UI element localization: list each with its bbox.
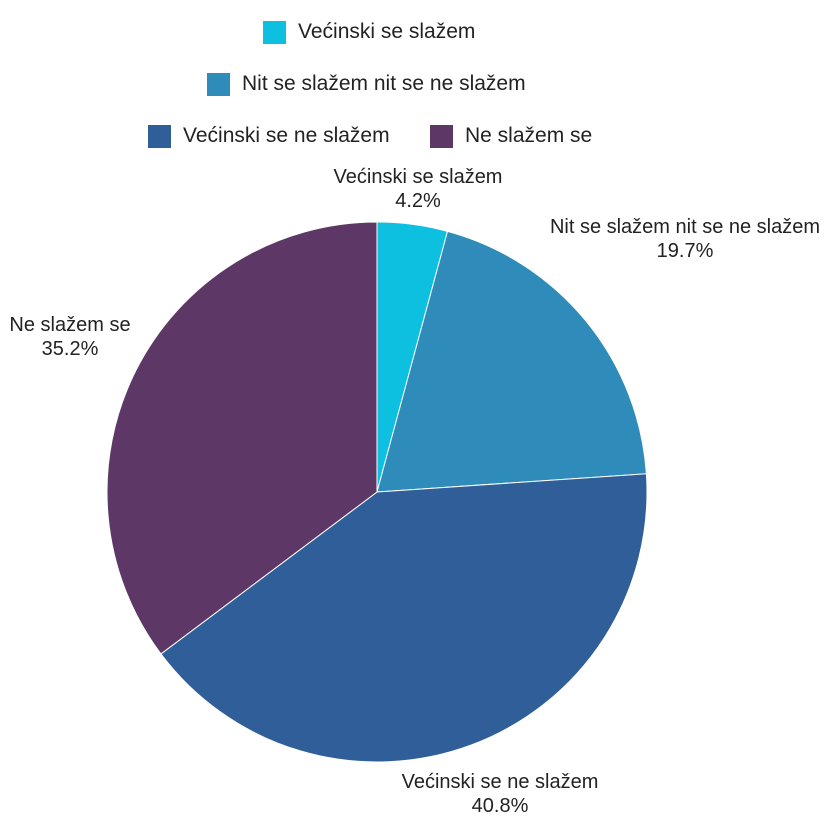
legend-swatch (430, 124, 453, 148)
slice-value: 4.2% (395, 190, 441, 212)
pie-slice-2 (160, 473, 648, 763)
pie-slice-3 (106, 221, 378, 655)
legend-swatch (148, 124, 171, 148)
slice-category: Ne slažem se (9, 314, 131, 336)
legend-label: Ne slažem se (465, 124, 593, 147)
slice-value: 19.7% (656, 240, 714, 262)
legend-item-nit-se-slazem: Nit se slažem nit se ne slažem (207, 72, 526, 96)
pie-slice-1 (376, 230, 647, 493)
slice-label-ne-slazem-se: Ne slažem se 35.2% (0, 313, 140, 361)
legend-swatch (263, 20, 286, 44)
legend-item-ne-slazem-se: Ne slažem se (430, 124, 592, 148)
slice-label-nit-se-slazem: Nit se slažem nit se ne slažem 19.7% (535, 215, 835, 263)
slice-category: Nit se slažem nit se ne slažem (549, 216, 821, 238)
slice-label-vecinski-se-ne-slazem: Većinski se ne slažem 40.8% (360, 770, 640, 818)
slice-category: Većinski se ne slažem (401, 771, 599, 793)
slice-value: 40.8% (471, 795, 529, 817)
slice-value: 35.2% (41, 338, 99, 360)
legend-label: Nit se slažem nit se ne slažem (242, 72, 526, 95)
legend-item-vecinski-se-ne-slazem: Većinski se ne slažem (148, 124, 390, 148)
slice-category: Većinski se slažem (333, 166, 503, 188)
legend-swatch (207, 72, 230, 96)
legend-item-vecinski-se-slazem: Većinski se slažem (263, 20, 475, 44)
slice-label-vecinski-se-slazem: Većinski se slažem 4.2% (318, 165, 518, 213)
legend-label: Većinski se slažem (298, 20, 476, 43)
legend-label: Većinski se ne slažem (183, 124, 390, 147)
